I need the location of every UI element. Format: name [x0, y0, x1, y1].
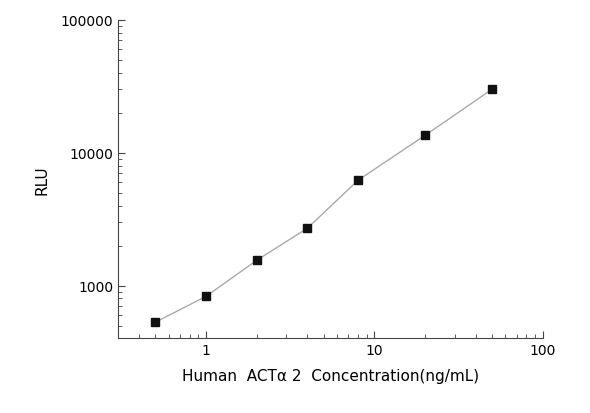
X-axis label: Human  ACTα 2  Concentration(ng/mL): Human ACTα 2 Concentration(ng/mL): [182, 368, 479, 384]
Y-axis label: RLU: RLU: [34, 165, 50, 195]
